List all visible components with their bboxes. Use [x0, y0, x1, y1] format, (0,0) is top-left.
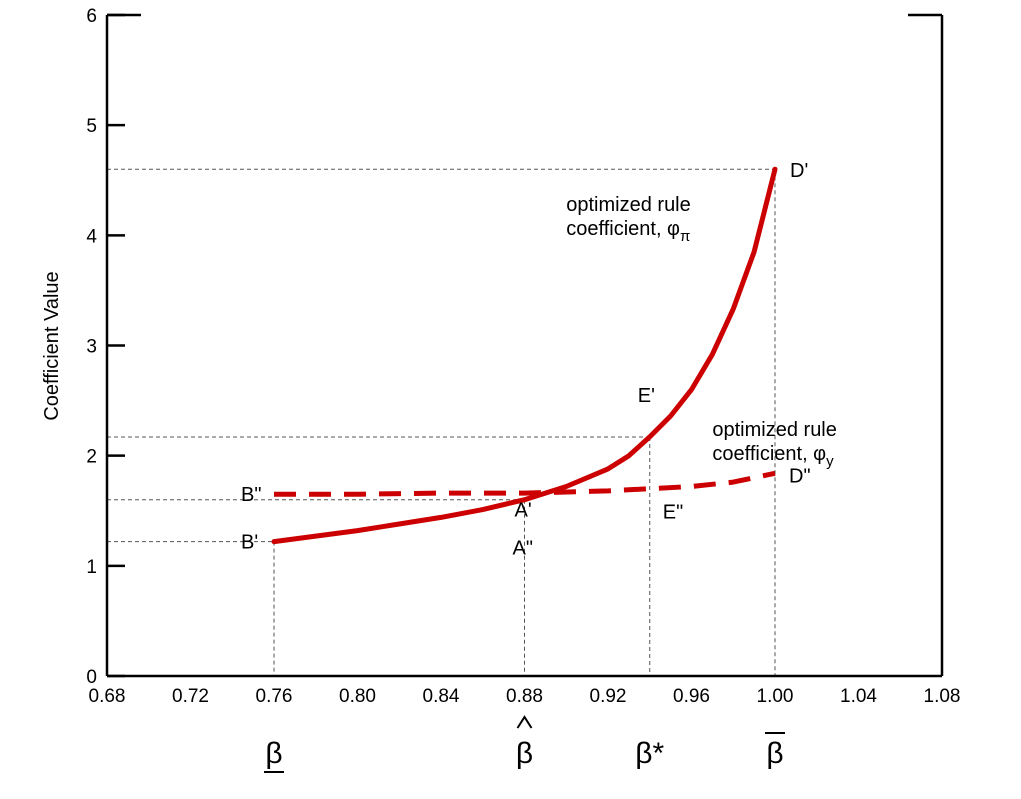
point-label: D"	[789, 465, 811, 487]
x-tick-label: 0.88	[506, 686, 543, 707]
point-label: E'	[638, 385, 655, 407]
x-tick-label: 0.80	[339, 686, 376, 707]
annotation-line2: coefficient, φy	[712, 443, 834, 470]
axes: 0 1 2 3 4 5 6 0.68 0.72 0.76 0.80 0.84 0.88 0.92 0.96 1…	[86, 6, 960, 707]
solid-series-line	[271, 166, 778, 545]
y-tick-label: 5	[86, 116, 97, 137]
annotation-subscript: π	[680, 228, 690, 245]
point-label: A"	[513, 538, 533, 560]
y-tick-label: 4	[86, 226, 97, 247]
beta-hat	[516, 715, 533, 729]
x-tick-label: 1.08	[924, 686, 961, 707]
x-tick-label: 0.72	[172, 686, 209, 707]
annotation-main-text: coefficient, φ	[566, 218, 680, 240]
x-tick-label: 0.96	[673, 686, 710, 707]
y-tick-label: 2	[86, 447, 97, 468]
x-tick-label: 0.76	[256, 686, 293, 707]
series-layer	[271, 166, 778, 545]
x-tick-label: 1.00	[757, 686, 794, 707]
dashed-series-line	[274, 470, 776, 497]
beta-label: β	[265, 737, 282, 770]
beta-label: β	[766, 737, 783, 770]
x-tick-label: 0.68	[89, 686, 126, 707]
y-tick-label: 6	[86, 6, 97, 27]
labels-layer: D'E'A'B'B"A"E"D"optimized rulecoefficien…	[241, 160, 837, 773]
y-axis-title: Coefficient Value	[41, 271, 63, 420]
x-tick-label: 1.04	[840, 686, 877, 707]
point-label: A'	[515, 500, 532, 522]
x-tick-label: 0.84	[423, 686, 460, 707]
beta-label: β*	[635, 737, 664, 770]
x-tick-label: 0.92	[590, 686, 627, 707]
point-label: B'	[241, 532, 258, 554]
y-tick-label: 1	[86, 557, 97, 578]
point-label: B"	[241, 484, 261, 506]
y-tick-label: 3	[86, 337, 97, 358]
reference-lines	[107, 168, 776, 676]
annotation-line2: coefficient, φπ	[566, 218, 690, 245]
point-label: E"	[663, 502, 683, 524]
y-tick-label: 0	[86, 667, 97, 688]
annotation-line1: optimized rule	[712, 419, 837, 441]
annotation-subscript: y	[826, 453, 834, 470]
point-label: D'	[790, 160, 808, 182]
annotation-main-text: coefficient, φ	[712, 443, 826, 465]
annotation-line1: optimized rule	[566, 194, 691, 216]
beta-label: β	[516, 737, 533, 770]
